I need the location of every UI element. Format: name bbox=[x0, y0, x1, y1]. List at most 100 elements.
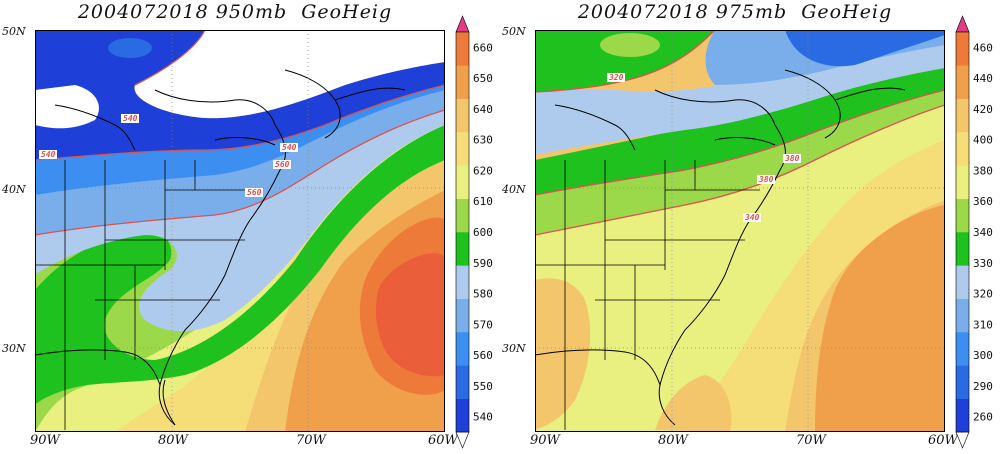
map-frame bbox=[535, 30, 945, 432]
colorbar-tick-label: 630 bbox=[473, 134, 493, 147]
state-boundaries bbox=[535, 160, 760, 430]
state-boundaries bbox=[35, 160, 260, 430]
geoheight-fill-below-540 bbox=[134, 30, 445, 119]
contour-label: 540 bbox=[282, 143, 297, 152]
geoheight-fill-360 bbox=[535, 95, 945, 432]
left-colorbar-svg: 540 550 560 570 580 590 600 610 620 630 640 650 660 bbox=[455, 15, 493, 449]
contour-line-340 bbox=[535, 104, 945, 236]
left-map-title: 2004072018 950mb GeoHeig bbox=[77, 1, 393, 23]
right-lon-label: 60W bbox=[928, 433, 958, 448]
colorbar-segment bbox=[456, 298, 469, 333]
right-map-plot: 320 380 380 340 bbox=[535, 30, 945, 432]
contour-label: 540 bbox=[123, 114, 138, 123]
colorbar-tick-label: 340 bbox=[973, 226, 993, 239]
colorbar-segment bbox=[956, 265, 969, 299]
colorbar-tick-label: 300 bbox=[973, 349, 993, 362]
colorbar-frame bbox=[955, 31, 970, 433]
contour-line-540 bbox=[35, 84, 445, 161]
right-lon-label: 70W bbox=[796, 433, 826, 448]
colorbar-tick-label: 610 bbox=[473, 195, 493, 208]
colorbar-tick-label: 400 bbox=[973, 134, 993, 147]
colorbar-end-triangle bbox=[455, 15, 470, 33]
geoheight-fill-290 bbox=[785, 30, 945, 67]
colorbar-end-triangle bbox=[955, 431, 970, 449]
colorbar-tick-label: 310 bbox=[973, 318, 993, 331]
contour-label: 380 bbox=[784, 154, 800, 163]
colorbar-end-triangle bbox=[955, 15, 970, 33]
geoheight-fill-330 bbox=[535, 30, 715, 92]
left-lon-label: 80W bbox=[158, 433, 188, 448]
left-lat-label: 30N bbox=[2, 342, 26, 355]
colorbar-tick-label: 650 bbox=[473, 72, 493, 85]
contour-line-560 bbox=[35, 109, 445, 236]
left-map-svg: 540 540 540 560 560 bbox=[35, 30, 445, 432]
left-map-panel: 2004072018 950mb GeoHeig 50N 40N 30N bbox=[0, 0, 500, 451]
colorbar-tick-label: 570 bbox=[473, 318, 493, 331]
colorbar-segment bbox=[456, 265, 469, 299]
left-lat-label: 40N bbox=[2, 183, 26, 196]
colorbar-segment bbox=[956, 298, 969, 333]
geoheight-fill-660 bbox=[375, 253, 445, 377]
geoheight-fill-330 bbox=[535, 63, 945, 195]
geoheight-cell bbox=[108, 38, 152, 58]
colorbar-segment bbox=[956, 365, 969, 399]
colorbar-segment bbox=[456, 65, 469, 99]
colorbar-segment bbox=[956, 65, 969, 99]
colorbar-tick-label: 320 bbox=[973, 288, 993, 301]
contour-label: 560 bbox=[275, 160, 290, 169]
geoheight-fill-below-540 bbox=[35, 85, 99, 129]
colorbar-tick-label: 330 bbox=[973, 257, 993, 270]
left-colorbar: 540 550 560 570 580 590 600 610 620 630 640 650 660 bbox=[453, 14, 499, 450]
colorbar-segment bbox=[956, 165, 969, 199]
geoheight-fill-420 bbox=[815, 205, 945, 432]
colorbar-end-triangle bbox=[455, 431, 470, 449]
map-frame bbox=[35, 30, 445, 432]
left-map-plot: 540 540 540 560 560 bbox=[35, 30, 445, 432]
right-map-svg: 320 380 380 340 bbox=[535, 30, 945, 432]
colorbar-segment bbox=[456, 132, 469, 166]
colorbar-tick-label: 290 bbox=[973, 380, 993, 393]
left-lon-label: 90W bbox=[30, 433, 60, 448]
geoheight-fill-320 bbox=[535, 42, 945, 155]
colorbar-segment bbox=[956, 332, 969, 366]
right-map-panel: 2004072018 975mb GeoHeig 50N 40N 30N bbox=[500, 0, 1000, 451]
contour-label: 560 bbox=[247, 188, 262, 197]
graticule bbox=[535, 30, 945, 432]
colorbar-tick-label: 420 bbox=[973, 103, 993, 116]
left-lon-label: 70W bbox=[296, 433, 326, 448]
colorbar-segment bbox=[456, 198, 469, 233]
contour-label: 540 bbox=[41, 150, 56, 159]
contour-line-540 bbox=[134, 30, 206, 86]
colorbar-tick-label: 540 bbox=[473, 411, 493, 424]
contour-label: 380 bbox=[758, 175, 774, 184]
colorbar-tick-label: 260 bbox=[973, 411, 993, 424]
right-lon-label: 90W bbox=[530, 433, 560, 448]
colorbar-segment bbox=[456, 398, 469, 433]
geoheight-fill-380 bbox=[655, 375, 732, 432]
contour-line-320 bbox=[535, 30, 716, 93]
left-lon-label: 60W bbox=[428, 433, 458, 448]
colorbar-segment bbox=[456, 98, 469, 133]
coastline bbox=[35, 69, 406, 426]
colorbar-segment bbox=[956, 98, 969, 133]
colorbar-segment bbox=[956, 232, 969, 266]
graticule bbox=[35, 30, 445, 432]
colorbar-tick-label: 460 bbox=[973, 41, 993, 54]
geoheight-fill-540 bbox=[35, 30, 445, 160]
right-lat-label: 50N bbox=[502, 25, 526, 38]
right-map-title: 2004072018 975mb GeoHeig bbox=[577, 1, 893, 23]
colorbar-tick-label: 660 bbox=[473, 41, 493, 54]
geoheight-cell bbox=[600, 33, 660, 57]
colorbar-tick-label: 620 bbox=[473, 165, 493, 178]
right-colorbar-svg: 260 290 300 310 320 330 340 360 380 400 420 440 460 bbox=[955, 15, 993, 449]
colorbar-tick-label: 580 bbox=[473, 288, 493, 301]
left-lat-label: 50N bbox=[2, 25, 26, 38]
right-lat-label: 40N bbox=[502, 183, 526, 196]
contour-line-380 bbox=[535, 89, 945, 196]
colorbar-tick-label: 550 bbox=[473, 380, 493, 393]
coastline bbox=[535, 69, 906, 426]
colorbar-segment bbox=[456, 332, 469, 366]
geoheight-fill-380 bbox=[535, 278, 591, 430]
colorbar-segment bbox=[456, 365, 469, 399]
colorbar-tick-label: 380 bbox=[973, 165, 993, 178]
